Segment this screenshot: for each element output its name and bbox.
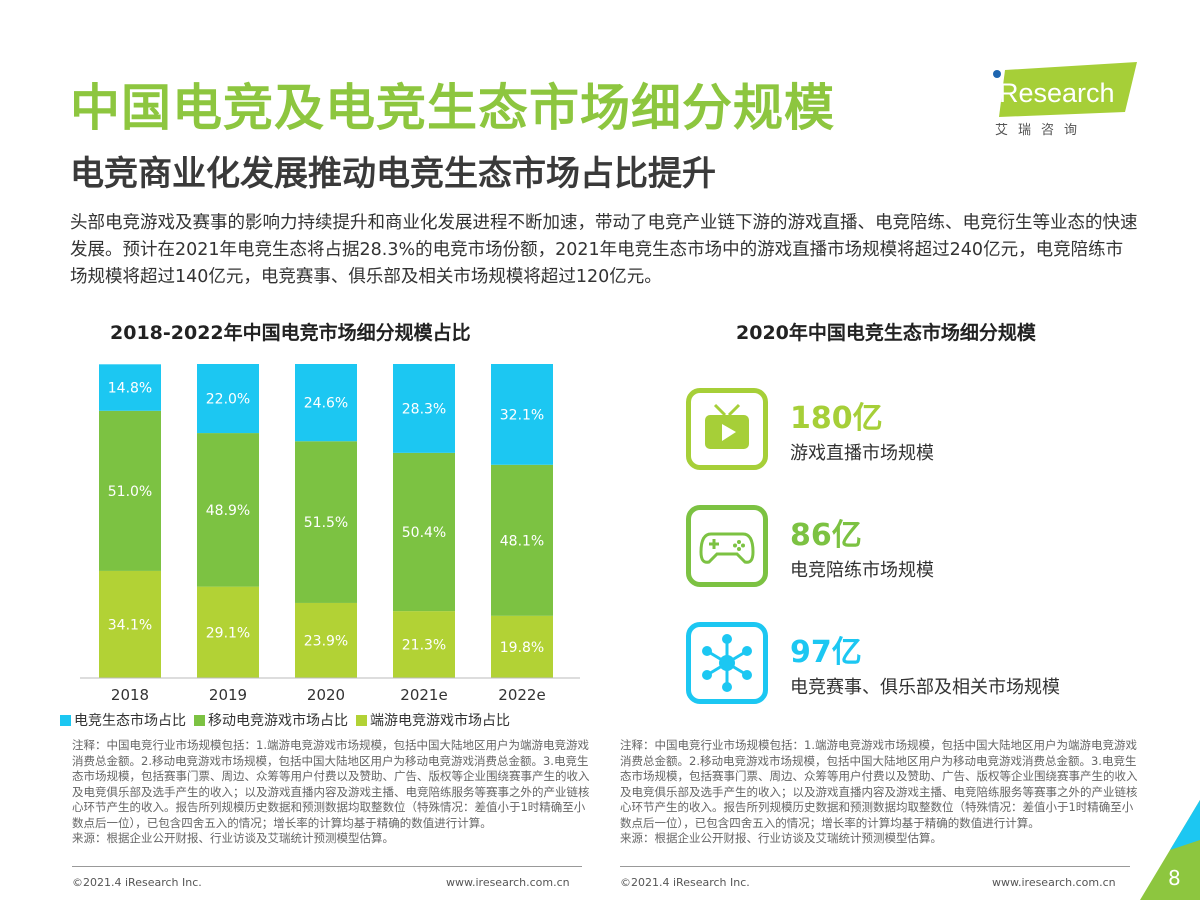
bar-segment: [197, 433, 259, 587]
data-label: 51.0%: [108, 484, 152, 500]
bar-segment: [491, 464, 553, 616]
legend-item: 端游电竞游戏市场占比: [356, 710, 510, 730]
bar-segment: [491, 615, 553, 678]
note-text: 注释：中国电竞行业市场规模包括：1.端游电竞游戏市场规模，包括中国大陆地区用户为…: [620, 738, 1138, 830]
legend-swatch: [356, 715, 367, 726]
right-title: 2020年中国电竞生态市场细分规模: [736, 322, 1036, 344]
x-tick-label: 2019: [209, 686, 247, 704]
data-label: 24.6%: [304, 396, 348, 412]
network-hub-icon: [686, 622, 768, 704]
legend-item: 移动电竞游戏市场占比: [194, 710, 348, 730]
data-label: 32.1%: [500, 407, 544, 423]
bar-segment: [197, 364, 259, 434]
bar-segment: [197, 586, 259, 678]
stat-value: 180亿: [790, 401, 883, 436]
stat-value: 97亿: [790, 635, 862, 670]
website-url: www.iresearch.com.cn: [992, 876, 1116, 889]
legend-label: 电竞生态市场占比: [74, 713, 186, 729]
data-label: 22.0%: [206, 392, 250, 408]
source-text: 来源：根据企业公开财报、行业访谈及艾瑞统计预测模型估算。: [72, 831, 394, 845]
note-right: 注释：中国电竞行业市场规模包括：1.端游电竞游戏市场规模，包括中国大陆地区用户为…: [620, 738, 1140, 847]
tv-play-icon: [686, 388, 768, 470]
data-label: 23.9%: [304, 633, 348, 649]
page-title: 中国电竞及电竞生态市场细分规模: [70, 79, 835, 137]
bar-segment: [99, 570, 161, 678]
data-label: 19.8%: [500, 640, 544, 656]
stat-label: 电竞陪练市场规模: [790, 560, 934, 581]
note-text: 注释：中国电竞行业市场规模包括：1.端游电竞游戏市场规模，包括中国大陆地区用户为…: [72, 738, 590, 830]
data-label: 48.1%: [500, 533, 544, 549]
data-label: 29.1%: [206, 625, 250, 641]
gamepad-icon: [686, 505, 768, 587]
website-url: www.iresearch.com.cn: [446, 876, 570, 889]
stat-item: 86亿电竞陪练市场规模: [686, 505, 1060, 587]
legend-label: 端游电竞游戏市场占比: [370, 713, 510, 729]
intro-text: 头部电竞游戏及赛事的影响力持续提升和商业化发展进程不断加速，带动了电竞产业链下游…: [70, 213, 1138, 287]
data-label: 14.8%: [108, 381, 152, 397]
page-number: 8: [1168, 866, 1181, 890]
divider-left: [72, 866, 582, 867]
stat-label: 游戏直播市场规模: [790, 443, 934, 464]
chart-title: 2018-2022年中国电竞市场细分规模占比: [110, 322, 471, 344]
copyright: ©2021.4 iResearch Inc.: [620, 876, 750, 889]
stat-value: 86亿: [790, 518, 862, 553]
data-label: 48.9%: [206, 503, 250, 519]
source-text: 来源：根据企业公开财报、行业访谈及艾瑞统计预测模型估算。: [620, 831, 942, 845]
data-label: 34.1%: [108, 617, 152, 633]
data-label: 28.3%: [402, 401, 446, 417]
page-subtitle: 电竞商业化发展推动电竞生态市场占比提升: [70, 154, 716, 194]
bar-segment: [295, 602, 357, 678]
x-tick-label: 2018: [111, 686, 149, 704]
bar-segment: [99, 364, 161, 411]
bar-segment: [295, 364, 357, 442]
bar-segment: [393, 364, 455, 453]
stat-label: 电竞赛事、俱乐部及相关市场规模: [790, 677, 1060, 698]
stat-item: 180亿游戏直播市场规模: [686, 388, 1060, 470]
bar-segment: [491, 364, 553, 465]
bar-segment: [393, 611, 455, 678]
legend-item: 电竞生态市场占比: [60, 710, 186, 730]
data-label: 51.5%: [304, 515, 348, 531]
stat-item: 97亿电竞赛事、俱乐部及相关市场规模: [686, 622, 1060, 704]
corner-decoration: [1140, 800, 1200, 900]
iresearch-logo: iResearch 艾瑞咨询: [985, 62, 1145, 142]
x-tick-label: 2020: [307, 686, 345, 704]
stacked-bar-chart: 34.1% 51.0% 14.8% 2018 29.1% 48.9% 22.0% 2019 23…: [80, 364, 580, 704]
x-tick-label: 2021e: [400, 686, 447, 704]
chart-legend: 电竞生态市场占比 移动电竞游戏市场占比 端游电竞游戏市场占比: [60, 710, 510, 730]
x-tick-label: 2022e: [498, 686, 545, 704]
svg-text:艾瑞咨询: 艾瑞咨询: [995, 123, 1087, 138]
legend-label: 移动电竞游戏市场占比: [208, 713, 348, 729]
copyright: ©2021.4 iResearch Inc.: [72, 876, 202, 889]
note-left: 注释：中国电竞行业市场规模包括：1.端游电竞游戏市场规模，包括中国大陆地区用户为…: [72, 738, 592, 847]
stats-list: 180亿游戏直播市场规模 86亿电竞陪练市场规模 97亿电竞赛事、俱乐部及相关市场规…: [686, 388, 1060, 739]
bar-segment: [393, 452, 455, 612]
legend-swatch: [194, 715, 205, 726]
data-label: 21.3%: [402, 638, 446, 654]
bar-segment: [99, 410, 161, 571]
bar-segment: [295, 441, 357, 603]
data-label: 50.4%: [402, 525, 446, 541]
divider-right: [620, 866, 1130, 867]
svg-text:iResearch: iResearch: [993, 78, 1115, 108]
legend-swatch: [60, 715, 71, 726]
